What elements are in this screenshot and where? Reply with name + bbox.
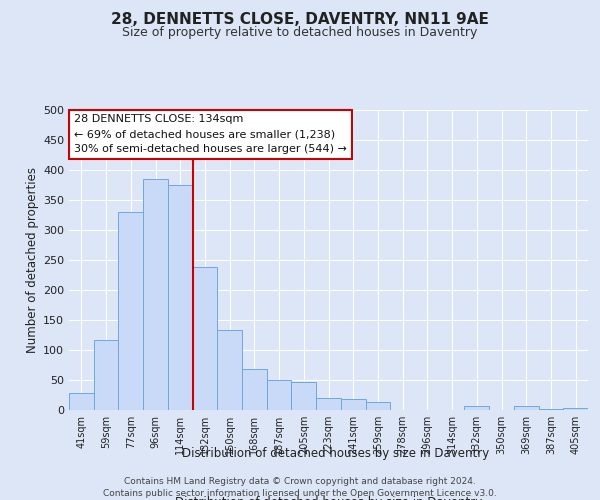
Text: Distribution of detached houses by size in Daventry: Distribution of detached houses by size …	[182, 448, 490, 460]
X-axis label: Distribution of detached houses by size in Daventry: Distribution of detached houses by size …	[175, 496, 482, 500]
Bar	[464, 406, 489, 410]
Bar	[69, 393, 94, 410]
Bar	[292, 382, 316, 410]
Bar	[563, 408, 588, 410]
Bar	[94, 340, 118, 410]
Bar	[168, 185, 193, 410]
Bar	[267, 380, 292, 410]
Text: 28 DENNETTS CLOSE: 134sqm
← 69% of detached houses are smaller (1,238)
30% of se: 28 DENNETTS CLOSE: 134sqm ← 69% of detac…	[74, 114, 347, 154]
Bar	[514, 406, 539, 410]
Bar	[539, 409, 563, 410]
Bar	[118, 212, 143, 410]
Bar	[193, 267, 217, 410]
Bar	[143, 179, 168, 410]
Bar	[316, 398, 341, 410]
Bar	[242, 369, 267, 410]
Text: 28, DENNETTS CLOSE, DAVENTRY, NN11 9AE: 28, DENNETTS CLOSE, DAVENTRY, NN11 9AE	[111, 12, 489, 28]
Bar	[217, 330, 242, 410]
Y-axis label: Number of detached properties: Number of detached properties	[26, 167, 39, 353]
Text: Contains public sector information licensed under the Open Government Licence v3: Contains public sector information licen…	[103, 489, 497, 498]
Bar	[365, 402, 390, 410]
Text: Contains HM Land Registry data © Crown copyright and database right 2024.: Contains HM Land Registry data © Crown c…	[124, 478, 476, 486]
Text: Size of property relative to detached houses in Daventry: Size of property relative to detached ho…	[122, 26, 478, 39]
Bar	[341, 398, 365, 410]
